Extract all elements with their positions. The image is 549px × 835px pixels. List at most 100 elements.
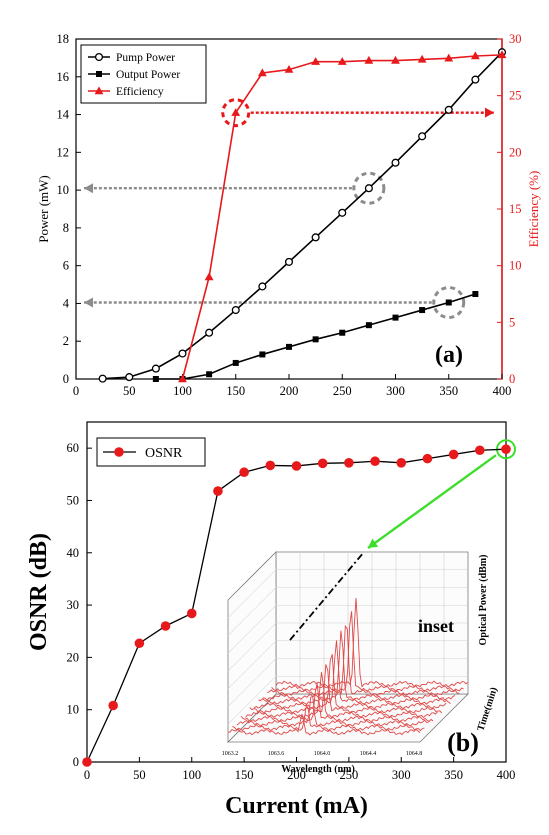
output-power-point xyxy=(259,351,266,358)
y2-tick-label-a: 15 xyxy=(509,202,522,216)
efficiency-point xyxy=(444,53,454,62)
y-tick-label-b: 20 xyxy=(67,650,80,664)
osnr-point xyxy=(501,444,511,455)
inset-y-axis-label: Time(min) xyxy=(475,686,499,733)
inset-grid xyxy=(227,569,277,618)
y-tick-label-a: 6 xyxy=(63,259,69,273)
pump-power-point xyxy=(471,75,480,84)
inset-spectrum-trace xyxy=(271,611,464,692)
x-tick-label-a: 0 xyxy=(73,384,79,398)
series-osnr xyxy=(82,444,511,767)
inset-grid xyxy=(227,640,277,689)
pump-power-point xyxy=(231,306,240,315)
inset-label: inset xyxy=(418,616,454,636)
osnr-point xyxy=(317,458,328,469)
inset-x-axis-label: Wavelength (nm) xyxy=(281,764,355,775)
osnr-inset-arrow-line xyxy=(367,454,497,549)
osnr-point xyxy=(213,486,223,496)
y-axis-label-b: OSNR (dB) xyxy=(26,533,52,651)
y2-tick-label-a: 25 xyxy=(509,89,522,103)
x-tick-label-a: 50 xyxy=(123,384,136,398)
output-power-point xyxy=(339,329,346,336)
y2-tick-label-a: 5 xyxy=(509,315,515,329)
output-power-point xyxy=(286,343,292,350)
pump-power-point xyxy=(125,373,134,382)
efficiency-arrow xyxy=(250,107,494,118)
inset-spectrum-trace xyxy=(227,713,421,736)
x-tick-label-b: 300 xyxy=(392,768,411,782)
y-tick-label-a: 10 xyxy=(57,183,70,197)
efficiency-point xyxy=(470,51,480,60)
osnr-point xyxy=(160,621,171,631)
efficiency-point xyxy=(94,86,104,95)
osnr-point xyxy=(114,447,124,457)
inset-grid xyxy=(227,622,277,672)
y-tick-label-a: 14 xyxy=(57,108,70,122)
output-arrow xyxy=(84,297,432,308)
osnr-point xyxy=(422,453,433,464)
x-tick-label-b: 250 xyxy=(340,768,359,782)
inset-spectrum-trace xyxy=(258,640,451,705)
inset-grid xyxy=(227,676,277,725)
pump-arrow-head xyxy=(84,183,93,194)
series-line xyxy=(102,51,503,380)
y-tick-label-a: 0 xyxy=(63,372,69,386)
series-efficiency xyxy=(178,50,507,383)
efficiency-point xyxy=(231,108,241,116)
osnr-point xyxy=(134,638,145,649)
output-power-point xyxy=(419,307,426,314)
y-tick-label-a: 18 xyxy=(57,32,70,46)
efficiency-arrow-head xyxy=(485,107,494,118)
efficiency-point xyxy=(364,55,374,64)
y2-tick-label-a: 20 xyxy=(509,145,522,159)
efficiency-point xyxy=(337,57,347,65)
y-tick-label-b: 60 xyxy=(67,441,80,455)
osnr-point xyxy=(291,461,302,471)
x-tick-label-b: 150 xyxy=(235,768,254,782)
pump-power-point xyxy=(94,52,104,62)
legend-entry: Efficiency xyxy=(116,86,164,98)
output-power-point xyxy=(445,299,452,306)
osnr-inset-arrow-head xyxy=(368,538,379,548)
y2-axis-label-a: Efficiency (%) xyxy=(526,171,541,248)
inset-x-tick-label: 1063.6 xyxy=(268,751,285,757)
x-tick-label-a: 100 xyxy=(173,384,192,398)
legend-entry: OSNR xyxy=(145,446,183,461)
efficiency-point xyxy=(204,272,214,281)
pump-power-point xyxy=(444,105,453,114)
legend-a: Pump Power Output Power Efficiency xyxy=(80,44,207,104)
y-axis-label-a: Power (mW) xyxy=(36,175,51,243)
efficiency-point xyxy=(391,55,400,64)
x-tick-label-a: 300 xyxy=(386,384,405,398)
output-arrow-head xyxy=(84,297,93,308)
x-tick-label-a: 250 xyxy=(333,384,352,398)
y-tick-label-a: 4 xyxy=(63,296,70,310)
inset-z-axis-label: Optical Power (dBm) xyxy=(478,555,489,646)
inset-peak-trend xyxy=(289,551,365,641)
y-tick-label-a: 12 xyxy=(57,145,70,159)
inset-grid xyxy=(227,587,277,636)
x-tick-label-b: 0 xyxy=(84,768,90,782)
y-tick-label-b: 30 xyxy=(67,598,80,612)
osnr-point xyxy=(344,458,354,468)
x-tick-label-a: 400 xyxy=(493,384,512,398)
panel-label-b: (b) xyxy=(447,728,479,757)
efficiency-point xyxy=(311,57,321,65)
x-tick-label-b: 350 xyxy=(444,768,463,782)
y-tick-label-a: 2 xyxy=(63,334,69,348)
x-tick-label-b: 100 xyxy=(182,768,201,782)
legend-entry: Output Power xyxy=(116,69,180,81)
inset: 1063.2 1063.6 1064.0 1064.4 1064.8 Wavelength… xyxy=(222,551,500,775)
x-tick-label-a: 200 xyxy=(280,384,299,398)
osnr-point xyxy=(108,700,118,711)
osnr-point xyxy=(448,449,459,460)
output-power-point xyxy=(472,291,479,297)
pump-power-point xyxy=(178,349,187,358)
x-tick-label-b: 200 xyxy=(287,768,306,782)
osnr-point xyxy=(186,608,197,619)
y-tick-label-a: 16 xyxy=(57,70,70,84)
y2-tick-label-a: 10 xyxy=(509,259,522,273)
inset-x-tick-label: 1064.4 xyxy=(360,751,377,757)
x-tick-label-a: 150 xyxy=(226,384,245,398)
